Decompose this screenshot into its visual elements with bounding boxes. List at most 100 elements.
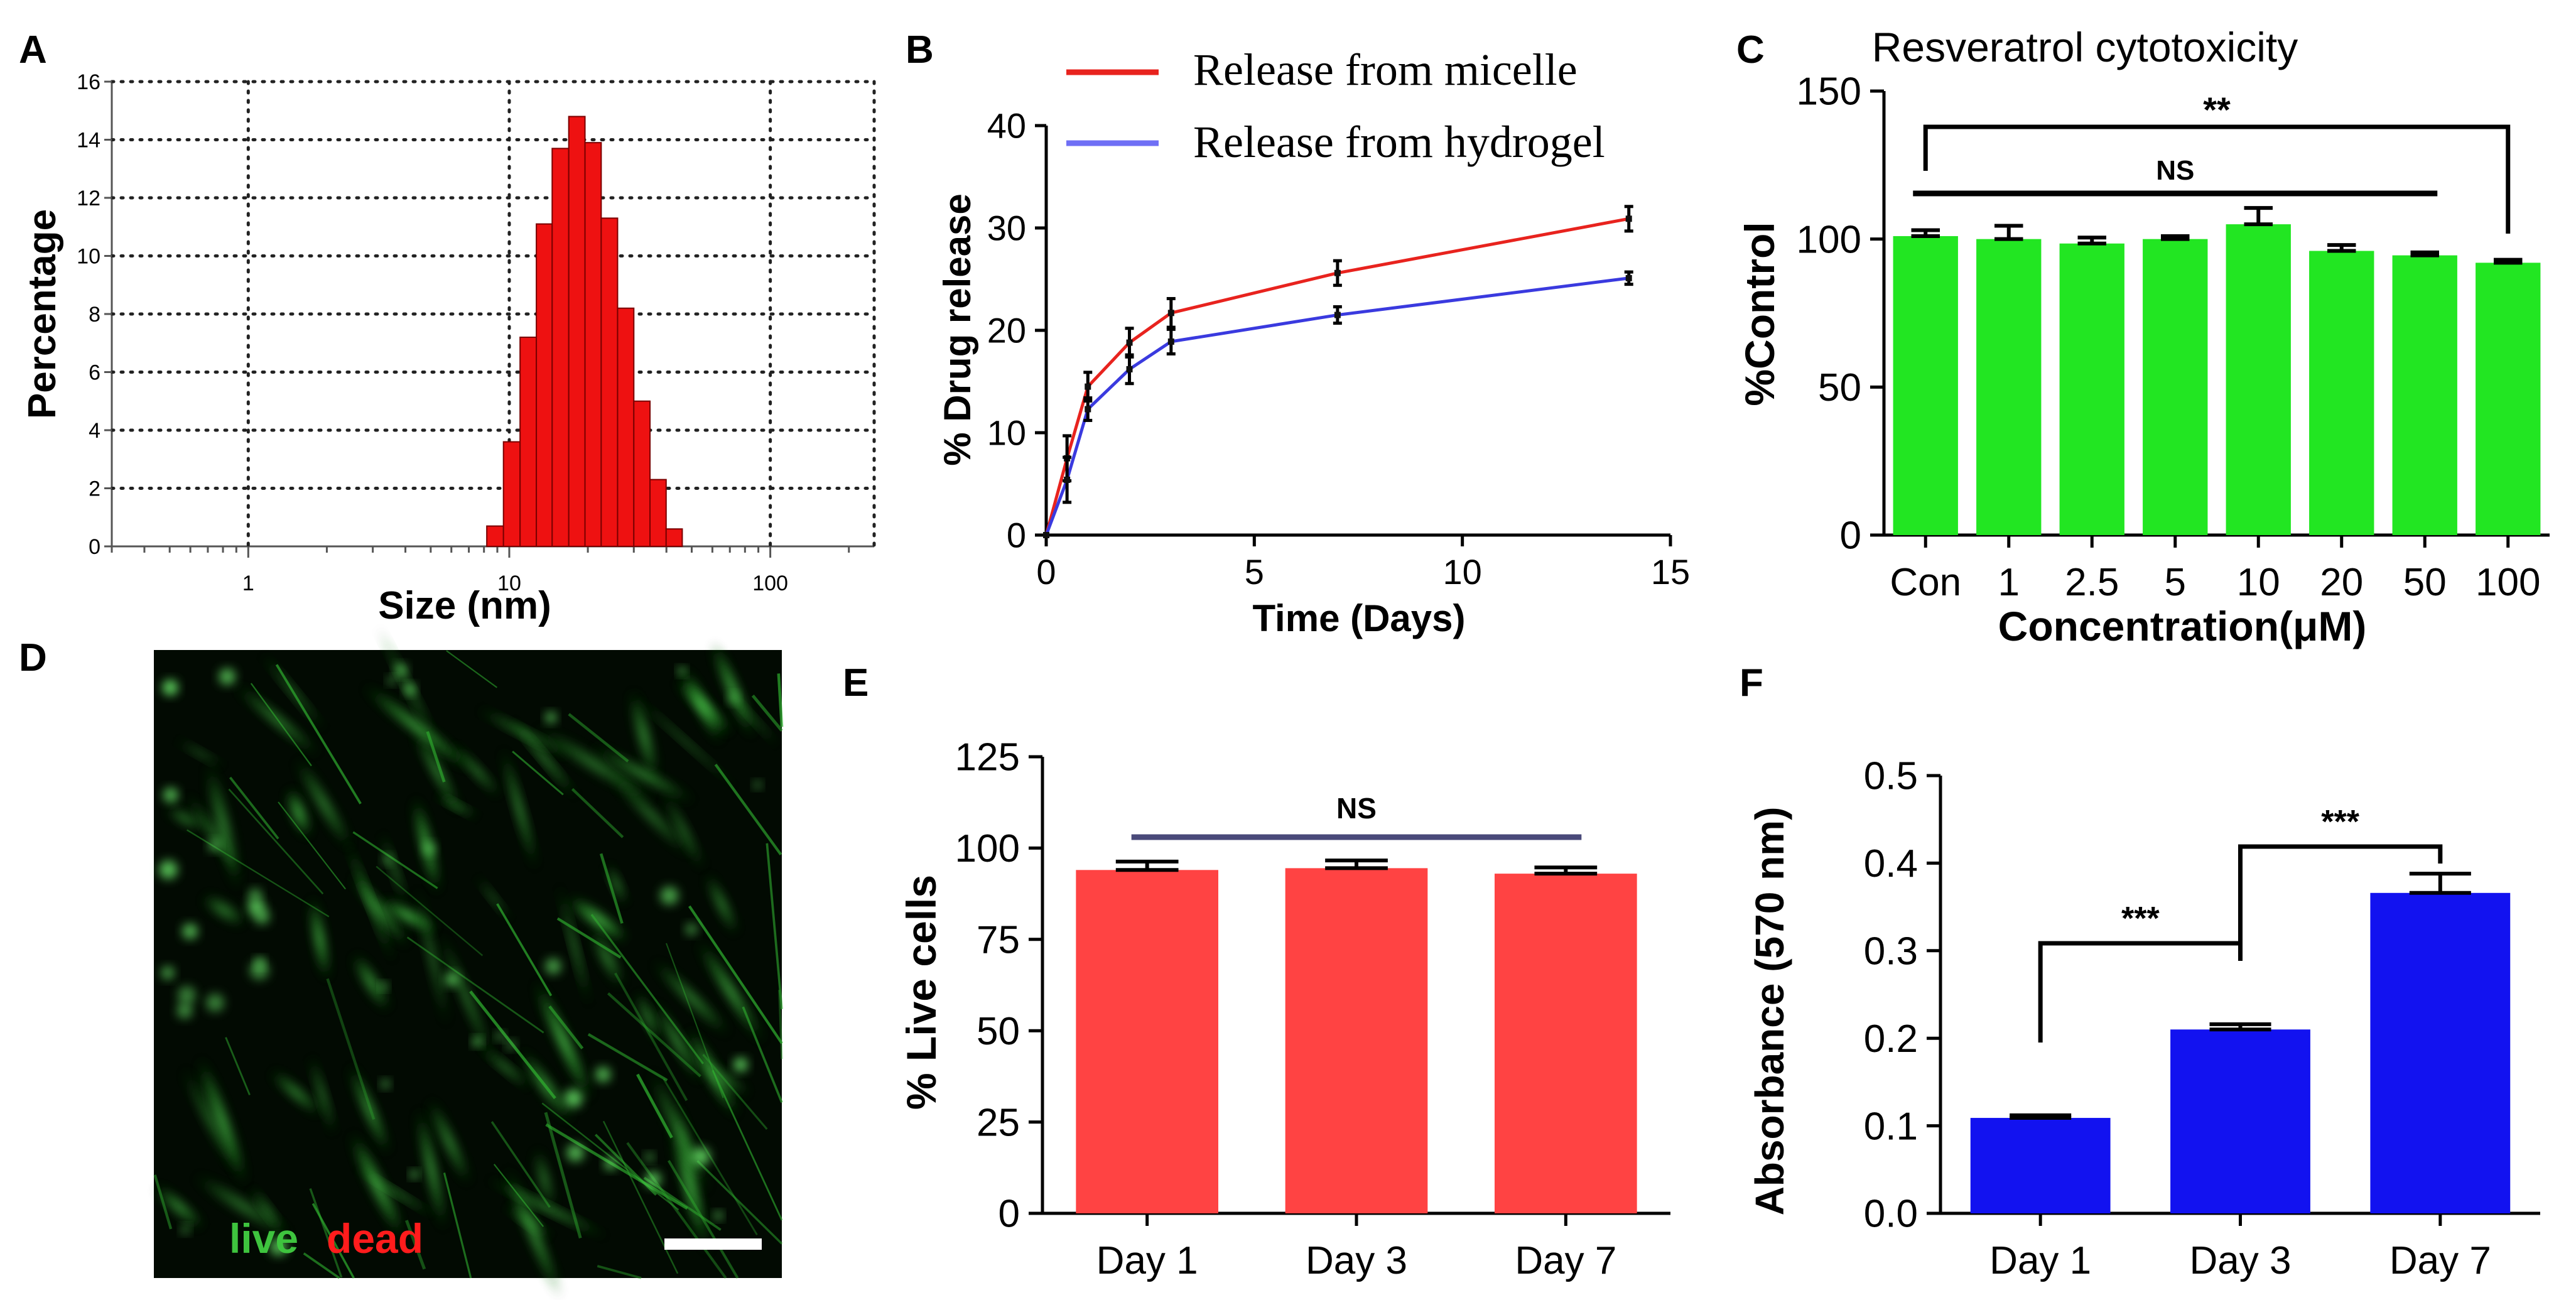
micrograph-nucleus xyxy=(595,1066,611,1083)
panel-f-y-tick-label: 0.0 xyxy=(1864,1193,1918,1236)
micrograph-nucleus xyxy=(250,960,269,980)
micrograph-cell-process xyxy=(228,788,324,895)
micrograph-cell-process xyxy=(250,683,312,767)
panel-f-x-tick-label: Day 7 xyxy=(2389,1239,2491,1282)
micrograph-cell xyxy=(176,739,225,768)
micrograph-nucleus xyxy=(381,1080,390,1088)
micrograph-cell xyxy=(504,1165,563,1300)
panel-b-data-point xyxy=(1625,274,1632,281)
micrograph-cell xyxy=(416,1105,447,1233)
panel-b-y-tick-label: 30 xyxy=(987,209,1026,248)
micrograph-label-live: live xyxy=(229,1215,298,1262)
micrograph-cell-process xyxy=(496,903,553,997)
panel-a-histogram-bar xyxy=(568,116,586,547)
panel-letter-c: C xyxy=(1736,28,1765,72)
panel-a-histogram-bar xyxy=(600,217,619,547)
panel-a-y-tick-label: 4 xyxy=(89,419,100,443)
micrograph-nucleus xyxy=(395,664,408,676)
micrograph-nucleus xyxy=(495,1032,505,1041)
panel-letter-b: B xyxy=(906,28,934,72)
micrograph-cell-process xyxy=(406,936,544,1034)
panel-c-x-tick-label: 5 xyxy=(2165,561,2186,604)
micrograph-cell xyxy=(352,952,391,1012)
panel-a-y-tick-label: 12 xyxy=(77,187,100,210)
panel-e-y-tick-label: 100 xyxy=(955,827,1020,870)
micrograph-cell xyxy=(285,786,312,839)
panel-b-data-point xyxy=(1064,476,1071,483)
panel-a-x-tick-label: 1 xyxy=(242,571,254,595)
panel-c-x-tick-label: 10 xyxy=(2237,561,2280,604)
micrograph-cell xyxy=(533,978,593,1104)
panel-c-x-tick-label: 2.5 xyxy=(2065,561,2119,604)
micrograph-cell-process xyxy=(568,713,629,763)
micrograph-nucleus xyxy=(733,1058,748,1072)
panel-f-y-tick-label: 0.4 xyxy=(1864,842,1918,886)
micrograph-cell xyxy=(435,794,479,818)
micrograph-cell xyxy=(705,872,739,936)
panel-b-x-tick-label: 5 xyxy=(1245,552,1264,592)
panel-a-y-tick-label: 0 xyxy=(89,535,100,559)
micrograph-cell-process xyxy=(512,750,564,796)
panel-b-x-tick-label: 0 xyxy=(1036,552,1056,592)
micrograph-cell-process xyxy=(590,914,704,1064)
micrograph-cell xyxy=(249,1187,285,1233)
panel-a-y-tick-label: 16 xyxy=(77,70,100,94)
micrograph-cell-process xyxy=(404,1220,426,1270)
micrograph-cell xyxy=(153,1184,205,1230)
panel-f-y-tick-label: 0.1 xyxy=(1864,1105,1918,1148)
panel-a-histogram-bar xyxy=(633,400,651,547)
micrograph-cell-process xyxy=(766,843,783,1010)
micrograph-cell-process xyxy=(636,1073,673,1139)
micrograph-nucleus xyxy=(380,982,388,990)
micrograph-cell-process xyxy=(667,1160,739,1279)
micrograph-cell xyxy=(566,895,630,943)
micrograph-nucleus xyxy=(249,889,262,902)
micrograph-cell-process xyxy=(688,905,783,1044)
panel-b-data-point xyxy=(1043,532,1049,538)
panel-b-data-point xyxy=(1334,269,1341,276)
panel-b-y-tick-label: 40 xyxy=(987,106,1026,146)
panel-f-significance-label: *** xyxy=(2321,804,2359,840)
panel-e-x-tick-label: Day 7 xyxy=(1515,1239,1616,1282)
micrograph-cell-process xyxy=(643,1176,722,1231)
micrograph-cell xyxy=(703,1062,750,1097)
panel-e-y-tick-label: 0 xyxy=(998,1193,1020,1236)
panel-b-y-tick-label: 10 xyxy=(987,413,1026,453)
micrograph-nucleus xyxy=(604,1157,617,1170)
micrograph-nucleus xyxy=(269,1238,288,1256)
micrograph-nucleus xyxy=(255,957,265,968)
micrograph-cell xyxy=(636,990,661,1044)
micrograph-nucleus xyxy=(678,667,686,676)
micrograph-nucleus xyxy=(382,854,392,865)
micrograph-nucleus xyxy=(208,839,220,852)
micrograph-cell xyxy=(632,694,739,790)
micrograph-cell xyxy=(361,683,475,772)
micrograph-cell xyxy=(269,1069,323,1117)
micrograph-cell-process xyxy=(597,1265,642,1279)
micrograph-cell xyxy=(727,690,780,747)
panel-c-y-tick-label: 150 xyxy=(1797,70,1861,114)
micrograph-nucleus xyxy=(445,972,459,987)
panel-a-y-tick-label: 2 xyxy=(89,477,100,501)
micrograph-cell-process xyxy=(751,695,783,732)
panel-f-absorbance-chart: Absorbance (570 nm) 0.0 0.1 0.2 0.3 0.4 0.5 Da… xyxy=(1747,755,2540,1282)
micrograph-cell-process xyxy=(311,1203,355,1279)
panel-f-bar xyxy=(2170,1029,2310,1213)
panel-c-bar xyxy=(1976,239,2042,535)
micrograph-cell xyxy=(652,999,703,1085)
panel-f-x-tick-label: Day 3 xyxy=(2190,1239,2292,1282)
micrograph-cell xyxy=(651,959,732,1037)
micrograph-cell-process xyxy=(490,1121,551,1208)
micrograph-cell xyxy=(347,1063,391,1157)
micrograph-nucleus xyxy=(566,1144,584,1162)
panel-e-live-cells-chart: % Live cells 0 25 50 75 100 125 Day 1 Day 3 Day … xyxy=(898,736,1670,1282)
panel-c-bar xyxy=(2309,251,2374,535)
micrograph-cell-process xyxy=(376,865,484,956)
micrograph-cell xyxy=(165,806,205,831)
panel-a-y-tick-label: 10 xyxy=(77,245,100,269)
panel-f-bar xyxy=(1970,1118,2111,1213)
panel-e-y-tick-label: 25 xyxy=(977,1101,1020,1144)
micrograph-cell-process xyxy=(275,664,362,804)
micrograph-label-dead: dead xyxy=(327,1215,423,1262)
micrograph-cell xyxy=(427,1097,472,1187)
